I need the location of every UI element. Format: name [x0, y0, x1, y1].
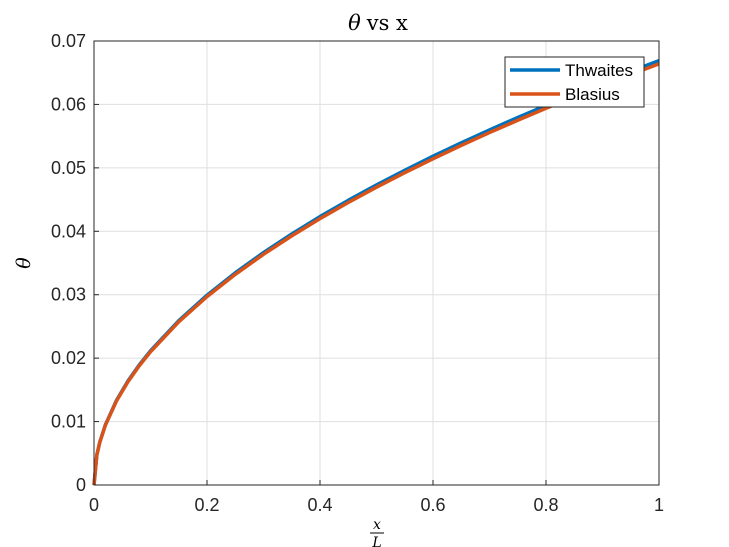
y-tick-label: 0.01: [51, 412, 86, 432]
y-tick-label: 0.06: [51, 94, 86, 114]
y-tick-label: 0: [76, 475, 86, 495]
x-tick-label: 1: [654, 495, 664, 515]
chart-title-symbol: θ: [348, 11, 361, 35]
x-tick-label: 0: [89, 495, 99, 515]
y-tick-label: 0.04: [51, 221, 86, 241]
x-tick-label: 0.6: [420, 495, 445, 515]
x-axis-label: x L: [370, 517, 384, 547]
x-axis-label-denominator: L: [371, 535, 381, 547]
x-axis-label-numerator: x: [373, 517, 381, 533]
grid-lines: [94, 41, 659, 485]
y-axis-ticks: 0 0.01 0.02 0.03 0.04 0.05 0.06 0.07: [51, 31, 99, 495]
x-axis-ticks: 0 0.2 0.4 0.6 0.8 1: [89, 480, 664, 515]
y-tick-label: 0.03: [51, 285, 86, 305]
legend-label-blasius: Blasius: [565, 85, 620, 104]
chart-title: θ vs x: [348, 11, 408, 35]
legend-label-thwaites: Thwaites: [565, 61, 633, 80]
axes-box: [93, 40, 660, 486]
y-tick-label: 0.05: [51, 158, 86, 178]
series-line-blasius: [92, 62, 660, 486]
y-axis-label: θ: [13, 257, 35, 269]
x-tick-label: 0.4: [307, 495, 332, 515]
x-tick-label: 0.2: [194, 495, 219, 515]
y-tick-label: 0.02: [51, 348, 86, 368]
plot-area: 0 0.2 0.4 0.6 0.8 1 0 0.01 0.02 0.03 0.04 0.05 0.06…: [51, 31, 664, 515]
y-tick-label: 0.07: [51, 31, 86, 51]
chart-title-text: vs x: [366, 11, 408, 35]
plot-background: [94, 41, 659, 485]
legend: Thwaites Blasius: [504, 56, 645, 108]
legend-box: [504, 56, 645, 108]
x-tick-label: 0.8: [533, 495, 558, 515]
